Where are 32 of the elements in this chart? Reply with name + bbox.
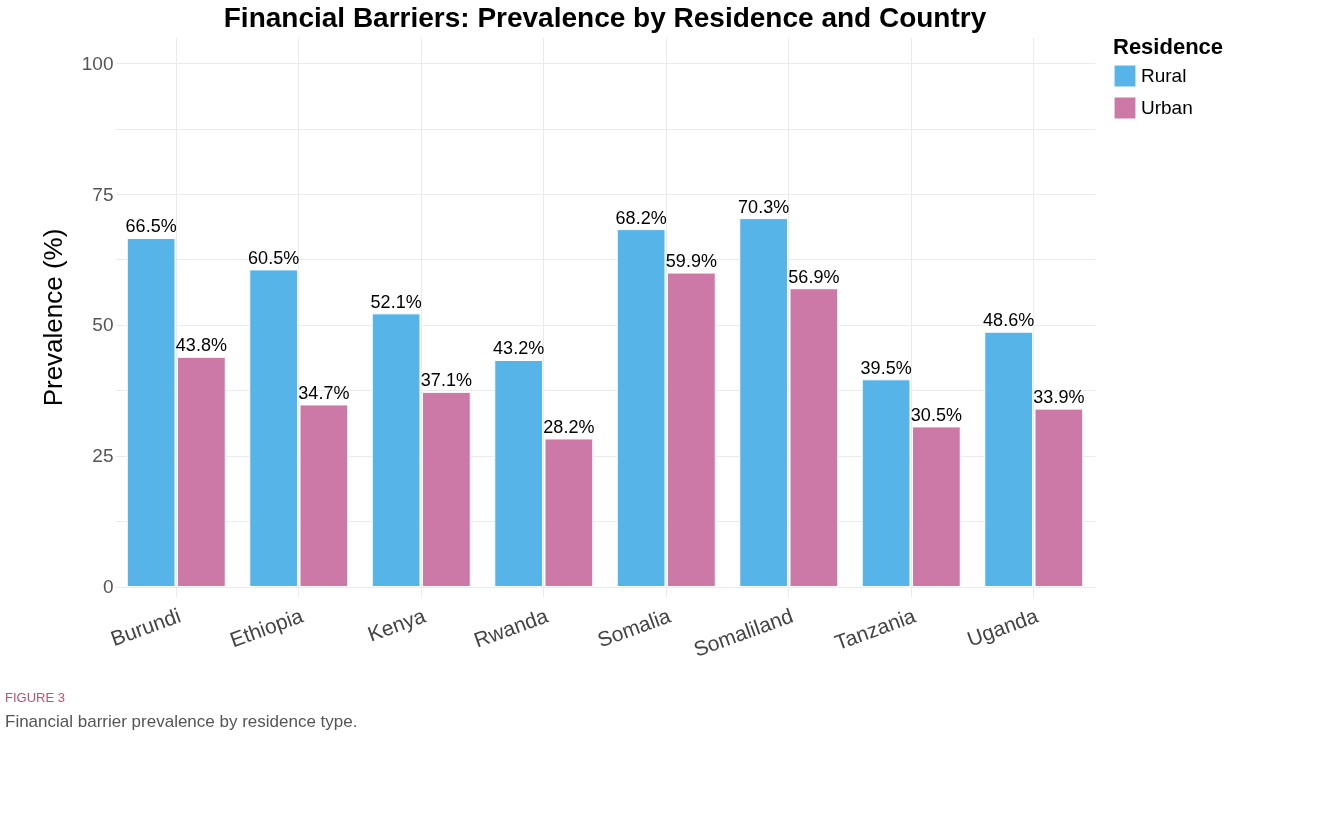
data-label: 59.9% <box>665 251 717 272</box>
y-axis-title: Prevalence (%) <box>37 228 68 407</box>
y-tick-label: 50 <box>92 314 114 336</box>
data-label: 68.2% <box>615 207 667 228</box>
text: Financial barrier prevalence by residence type. <box>5 712 358 731</box>
y-tick-label: 100 <box>81 52 114 74</box>
data-label: 52.1% <box>370 291 422 312</box>
x-tick-label: Uganda <box>963 603 1042 651</box>
x-tick-label: Kenya <box>364 603 429 646</box>
data-label: 34.7% <box>298 382 350 403</box>
legend-title: Residence <box>1113 34 1224 59</box>
caption: FIGURE 3 <box>5 690 65 705</box>
legend-label: Rural <box>1141 65 1187 86</box>
data-label: 39.5% <box>860 357 912 378</box>
y-tick-label: 0 <box>102 576 114 598</box>
y-tick-label: 75 <box>92 183 114 205</box>
data-label: 48.6% <box>983 310 1035 331</box>
data-label: 43.8% <box>175 335 227 356</box>
legend-label: Urban <box>1141 97 1193 118</box>
data-label: 60.5% <box>248 247 300 268</box>
data-label: 37.1% <box>420 370 472 391</box>
chart-title: Financial Barriers: Prevalence by Residence and Country <box>223 2 987 33</box>
x-tick-label: Somalia <box>594 603 674 652</box>
data-label: 43.2% <box>493 338 545 359</box>
data-label: 28.2% <box>543 416 595 437</box>
data-label: 30.5% <box>910 404 962 425</box>
data-label: 66.5% <box>125 216 177 237</box>
x-tick-label: Rwanda <box>470 603 552 652</box>
data-label: 70.3% <box>738 196 790 217</box>
data-label: 56.9% <box>788 266 840 287</box>
data-label: 33.9% <box>1033 387 1085 408</box>
y-tick-label: 25 <box>92 445 114 467</box>
